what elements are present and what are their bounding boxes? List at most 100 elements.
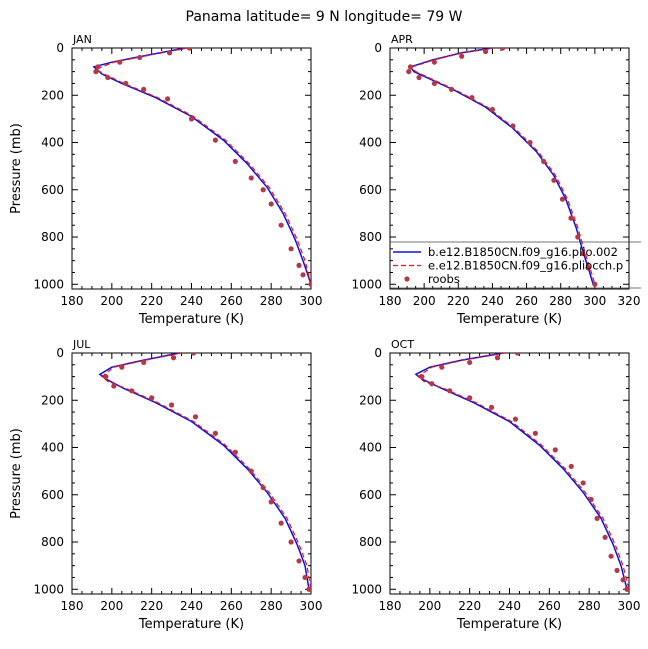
obs-point: [469, 95, 475, 101]
obs-point: [602, 534, 608, 540]
x-tick-label: 320: [618, 294, 641, 308]
obs-point: [459, 53, 465, 59]
obs-point: [268, 201, 274, 207]
model1-line: [414, 353, 628, 590]
obs-point: [429, 381, 435, 387]
obs-point: [296, 558, 302, 564]
obs-point: [419, 374, 425, 380]
obs-point: [268, 499, 274, 505]
x-tick-label: 280: [578, 599, 601, 613]
obs-point: [278, 222, 284, 228]
model2-line: [94, 48, 311, 285]
obs-point: [302, 574, 308, 581]
x-tick-label: 260: [220, 294, 243, 308]
obs-point: [129, 388, 135, 394]
x-tick-label: 200: [100, 294, 123, 308]
obs-point: [512, 416, 519, 422]
legend-label: b.e12.B1850CN.f09_g16.plio.002: [428, 245, 618, 259]
obs-point: [260, 485, 266, 491]
obs-point: [248, 175, 254, 181]
y-tick-label: 800: [41, 230, 64, 244]
y-axis-label: Pressure (mb): [9, 428, 24, 519]
obs-point: [288, 539, 294, 545]
obs-point: [406, 69, 412, 75]
y-tick-label: 0: [56, 346, 64, 360]
x-tick-label: 220: [458, 599, 481, 613]
y-tick-label: 0: [56, 41, 64, 55]
obs-point: [141, 86, 147, 92]
obs-point: [192, 414, 199, 420]
obs-point: [93, 69, 99, 75]
figure-title: Panama latitude= 9 N longitude= 79 W: [186, 9, 463, 25]
series-group: [414, 353, 629, 592]
x-tick-label: 260: [538, 599, 561, 613]
obs-point: [278, 520, 284, 526]
obs-point: [431, 59, 437, 65]
obs-point: [588, 496, 594, 503]
y-tick-label: 1000: [33, 582, 64, 596]
model2-line: [411, 48, 596, 285]
x-tick-label: 240: [498, 599, 521, 613]
x-tick-label: 280: [260, 599, 283, 613]
obs-point: [431, 80, 437, 87]
obs-point: [559, 196, 566, 202]
obs-point: [489, 106, 496, 113]
series-group: [92, 48, 311, 287]
obs-point: [308, 281, 311, 287]
y-tick-label: 400: [41, 441, 64, 455]
obs-point: [467, 359, 473, 366]
obs-point: [119, 364, 125, 370]
obs-point: [123, 80, 129, 87]
x-tick-label: 280: [549, 294, 572, 308]
obs-point: [447, 388, 453, 394]
obs-point: [296, 262, 302, 268]
obs-point: [103, 374, 109, 380]
y-tick-label: 0: [374, 346, 382, 360]
obs-point: [137, 54, 143, 61]
x-tick-label: 220: [140, 599, 163, 613]
y-tick-label: 400: [359, 441, 382, 455]
obs-point: [585, 265, 591, 271]
obs-point: [592, 281, 598, 287]
obs-point: [232, 449, 238, 455]
obs-point: [532, 430, 538, 436]
series-group: [98, 353, 311, 592]
x-tick-label: 260: [515, 294, 538, 308]
obs-point: [166, 50, 173, 56]
x-tick-label: 300: [618, 599, 641, 613]
x-tick-label: 180: [379, 294, 402, 308]
x-tick-label: 240: [481, 294, 504, 308]
obs-point: [105, 74, 111, 81]
obs-point: [541, 158, 547, 165]
x-tick-label: 240: [180, 599, 203, 613]
obs-point: [551, 177, 557, 183]
obs-point: [407, 64, 414, 70]
obs-point: [141, 359, 147, 366]
obs-point: [575, 234, 581, 240]
plot-frame: [389, 352, 630, 595]
x-tick-label: 260: [220, 599, 243, 613]
y-tick-label: 600: [41, 488, 64, 502]
x-tick-label: 300: [300, 294, 323, 308]
y-tick-label: 400: [41, 136, 64, 150]
x-tick-label: 300: [300, 599, 323, 613]
model1-line: [98, 353, 310, 590]
obs-point: [580, 250, 586, 257]
y-tick-label: 200: [359, 393, 382, 407]
obs-point: [190, 353, 197, 356]
legend: b.e12.B1850CN.f09_g16.plio.002e.e12.B185…: [390, 241, 641, 289]
x-tick-label: 280: [260, 294, 283, 308]
x-tick-label: 180: [61, 294, 84, 308]
x-axis-label: Temperature (K): [456, 312, 562, 327]
y-tick-label: 600: [41, 183, 64, 197]
x-tick-label: 200: [413, 294, 436, 308]
obs-point: [614, 567, 620, 573]
x-tick-label: 180: [379, 599, 402, 613]
obs-point: [467, 395, 473, 401]
y-axis-label: Pressure (mb): [9, 123, 24, 214]
obs-point: [527, 139, 533, 146]
y-tick-label: 400: [359, 136, 382, 150]
obs-point: [186, 48, 193, 51]
obs-point: [306, 586, 311, 592]
obs-point: [439, 364, 445, 370]
